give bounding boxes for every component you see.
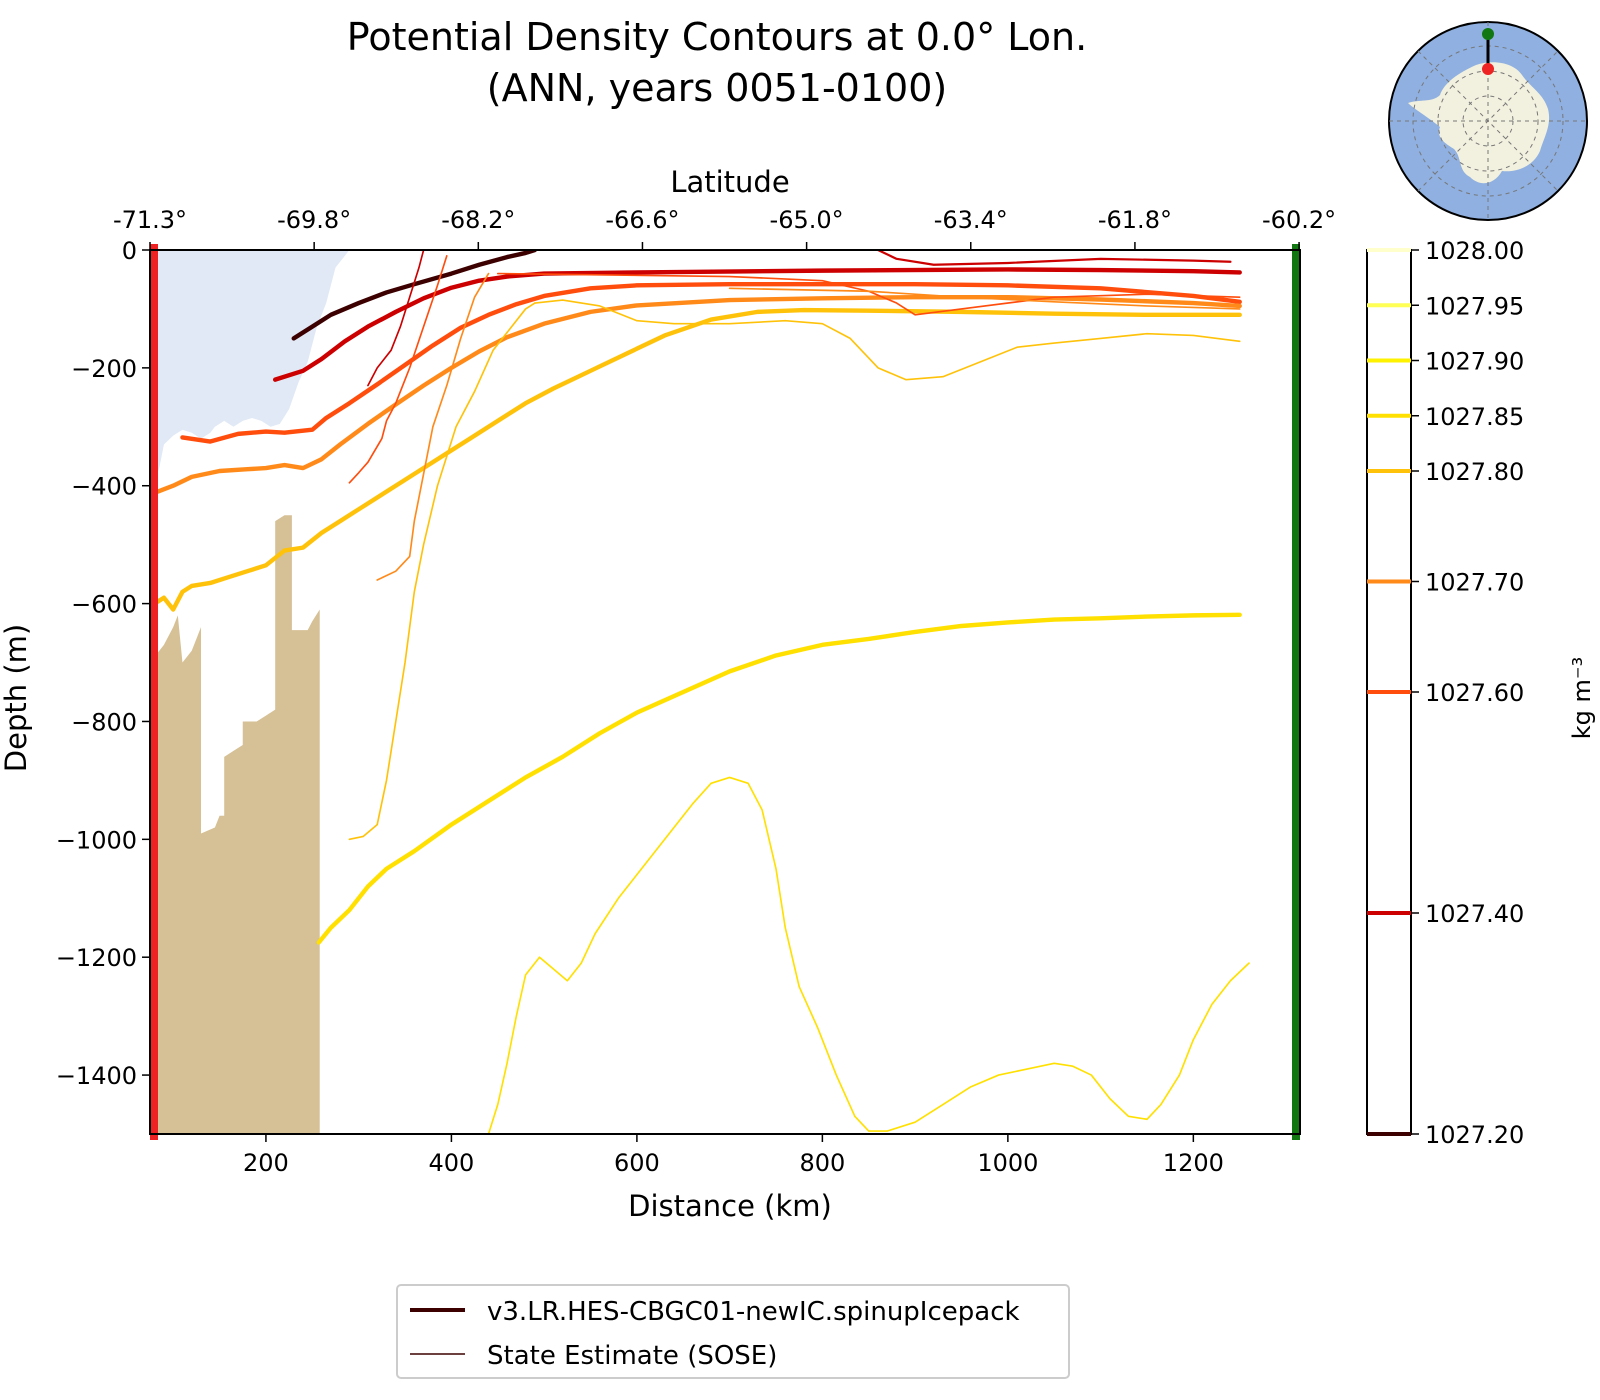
y-tick-label: −600 bbox=[71, 591, 137, 619]
density-contour-12 bbox=[348, 302, 536, 841]
colorbar-tick-label: 1027.85 bbox=[1425, 403, 1524, 431]
density-contour-10 bbox=[376, 272, 490, 581]
density-contour-9 bbox=[496, 272, 1241, 316]
x-tick-label: 1200 bbox=[1163, 1149, 1224, 1177]
colorbar-tick-label: 1027.40 bbox=[1425, 900, 1524, 928]
section-end-marker bbox=[1482, 28, 1494, 40]
density-contour-1 bbox=[273, 267, 1242, 382]
colorbar-tick-label: 1027.80 bbox=[1425, 458, 1524, 486]
colorbar-tick-label: 1027.90 bbox=[1425, 348, 1524, 376]
lat-tick-label: -68.2° bbox=[441, 206, 515, 234]
colorbar-tick-label: 1027.20 bbox=[1425, 1121, 1524, 1149]
lat-tick-label: -60.2° bbox=[1262, 206, 1336, 234]
map-gridlines bbox=[1389, 22, 1587, 220]
density-contour-6 bbox=[367, 250, 425, 387]
x-tick-label: 400 bbox=[429, 1149, 475, 1177]
seafloor-bathymetry bbox=[154, 515, 320, 1134]
top-axis-label: Latitude bbox=[670, 165, 789, 199]
x-tick-label: 600 bbox=[614, 1149, 660, 1177]
density-contour-11 bbox=[728, 287, 1241, 310]
y-tick-label: −1200 bbox=[56, 944, 137, 972]
x-tick-label: 200 bbox=[243, 1149, 289, 1177]
colorbar-unit: kg m⁻³ bbox=[1568, 657, 1596, 739]
y-tick-label: −800 bbox=[71, 708, 137, 736]
legend-label-model: v3.LR.HES-CBGC01-newIC.spinupIcepack bbox=[487, 1297, 1020, 1327]
y-tick-label: 0 bbox=[122, 237, 137, 265]
legend: v3.LR.HES-CBGC01-newIC.spinupIcepack Sta… bbox=[396, 1284, 1070, 1379]
x-axis-label: Distance (km) bbox=[628, 1189, 832, 1223]
section-start-marker bbox=[1482, 63, 1494, 75]
lat-tick-label: -71.3° bbox=[113, 206, 187, 234]
density-contour-2 bbox=[180, 281, 1242, 444]
y-tick-label: −400 bbox=[71, 473, 137, 501]
chart-subtitle: (ANN, years 0051-0100) bbox=[487, 66, 947, 110]
plot-area: 200 400 600 800 1000 1200 0 −200 −400 −600 −800 −10… bbox=[56, 206, 1336, 1177]
y-tick-label: −200 bbox=[71, 355, 137, 383]
lat-tick-label: -61.8° bbox=[1098, 206, 1172, 234]
density-contour-3 bbox=[152, 294, 1242, 496]
antarctica-landmass bbox=[1408, 62, 1550, 184]
lat-tick-label: -65.0° bbox=[770, 206, 844, 234]
y-axis-label: Depth (m) bbox=[0, 624, 33, 772]
colorbar-tick-label: 1028.00 bbox=[1425, 237, 1524, 265]
density-contour-14 bbox=[487, 776, 1250, 1134]
plot-frame bbox=[149, 249, 1301, 1135]
colorbar-tick-label: 1027.70 bbox=[1425, 569, 1524, 597]
lat-tick-label: -63.4° bbox=[934, 206, 1008, 234]
density-contour-13 bbox=[534, 299, 1241, 381]
legend-label-sose: State Estimate (SOSE) bbox=[487, 1341, 777, 1371]
density-contour-5 bbox=[316, 612, 1242, 945]
lat-tick-label: -66.6° bbox=[605, 206, 679, 234]
density-contour-7 bbox=[876, 250, 1232, 266]
lat-tick-label: -69.8° bbox=[277, 206, 351, 234]
colorbar-tick-label: 1027.95 bbox=[1425, 292, 1524, 320]
ice-shelf bbox=[154, 250, 350, 480]
y-tick-label: −1400 bbox=[56, 1062, 137, 1090]
y-tick-label: −1000 bbox=[56, 826, 137, 854]
density-contour-8 bbox=[348, 255, 448, 484]
colorbar-tick-label: 1027.60 bbox=[1425, 679, 1524, 707]
x-tick-label: 800 bbox=[799, 1149, 845, 1177]
legend-frame bbox=[396, 1284, 1070, 1379]
x-tick-label: 1000 bbox=[977, 1149, 1038, 1177]
chart-title: Potential Density Contours at 0.0° Lon. bbox=[347, 15, 1087, 59]
colorbar: 1028.00 1027.95 1027.90 1027.85 1027.80 1027.… bbox=[1366, 237, 1524, 1149]
density-contour-4 bbox=[152, 307, 1242, 612]
locator-map bbox=[1388, 21, 1588, 221]
